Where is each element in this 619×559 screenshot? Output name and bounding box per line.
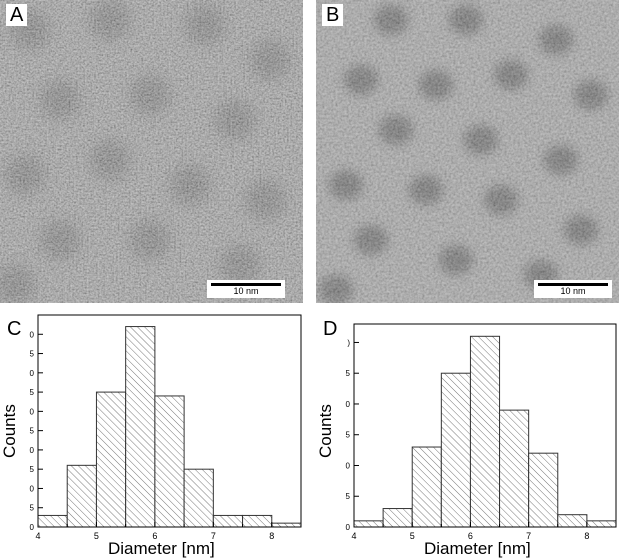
y-tick-label: 0 [346,523,351,532]
y-tick-label: 0 [30,330,35,339]
panel-letter-c: C [7,318,22,340]
y-tick-label: 5 [346,431,351,440]
scalebar-line [538,283,608,286]
y-tick-label: 5 [30,350,35,359]
x-tick-label: 4 [35,531,40,541]
scalebar-a: 10 nm [207,280,285,298]
x-axis-title-d: Diameter [nm] [424,539,531,558]
x-tick-label: 7 [526,531,531,541]
y-tick-label: 5 [30,465,35,474]
histogram-bar [242,514,273,528]
x-tick-label: 7 [211,531,216,541]
y-tick-label: 5 [346,369,351,378]
histogram-bar [382,508,413,528]
y-tick-label: 0 [30,484,35,493]
y-tick-label: 5 [346,492,351,501]
histogram-bar [411,446,442,528]
histogram-bar [469,335,501,528]
histogram-c-svg: 4 5 6 7 8 0 5 0 5 0 5 0 5 0 5 0 [30,314,302,541]
histogram-bar [353,520,384,528]
histogram-c: 4 5 6 7 8 0 5 0 5 0 5 0 5 0 5 0 [0,310,310,559]
histogram-bar [183,468,214,528]
tem-image-a: A 10 nm [0,0,303,303]
histogram-d-svg: 4 5 6 7 8 0 5 0 5 0 5) [346,323,617,541]
histogram-bar [154,395,185,528]
y-tick-label: 0 [30,446,35,455]
panel-letter-a: A [6,4,28,26]
y-tick-label: ) [347,338,350,347]
histogram-bar [440,372,471,528]
tem-texture-a [0,0,303,303]
histogram-bar [125,326,156,528]
histogram-bar [37,514,68,528]
x-axis-title-c: Diameter [nm] [108,539,215,558]
y-tick-label: 5 [30,504,35,513]
histogram-bar [528,452,559,528]
scalebar-label: 10 nm [560,286,586,296]
histogram-d: 4 5 6 7 8 0 5 0 5 0 5) [310,310,619,559]
x-tick-label: 8 [584,531,589,541]
histogram-bar [212,514,244,528]
y-tick-label: 0 [346,461,351,470]
panel-letter-d: D [323,318,338,340]
histogram-bar [66,464,97,528]
y-axis-title-d: Counts [316,404,335,458]
panel-letter-b: B [322,4,344,26]
y-tick-label: 0 [30,407,35,416]
histogram-bar [271,522,302,528]
histogram-bar [586,520,617,528]
histogram-bar [557,514,588,528]
tem-texture-b [316,0,619,303]
y-axis-title-c: Counts [0,404,19,458]
x-tick-label: 6 [152,531,157,541]
plot-frame [37,314,302,528]
y-tick-label: 0 [30,369,35,378]
y-tick-label: 5 [30,427,35,436]
x-tick-label: 6 [468,531,473,541]
histogram-bar [499,409,530,528]
histogram-bar [95,391,127,528]
y-tick-label: 0 [346,400,351,409]
tem-image-b: B 10 nm [316,0,619,303]
plot-frame [353,323,617,528]
scalebar-label: 10 nm [233,286,259,296]
scalebar-b: 10 nm [534,280,612,298]
x-tick-label: 5 [410,531,415,541]
scalebar-line [211,283,281,286]
x-tick-label: 5 [94,531,99,541]
x-tick-label: 4 [351,531,356,541]
x-tick-label: 8 [269,531,274,541]
y-tick-label: 5 [30,388,35,397]
y-tick-label: 0 [30,523,35,532]
